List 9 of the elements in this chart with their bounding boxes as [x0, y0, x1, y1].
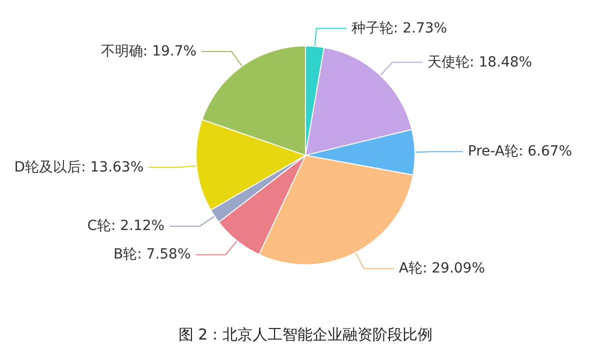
slice-label: D轮及以后: 13.63%: [14, 159, 144, 176]
slice-label: Pre-A轮: 6.67%: [468, 144, 572, 160]
slice-label: 种子轮: 2.73%: [351, 20, 448, 36]
slice-label: C轮: 2.12%: [87, 218, 165, 234]
slice-label: A轮: 29.09%: [398, 260, 486, 277]
slice-label: 不明确: 19.7%: [100, 44, 197, 60]
text: 图 2：北京人工智能企业融资阶段比例: [178, 326, 433, 344]
slice-label: B轮: 7.58%: [114, 246, 191, 263]
slice-label: 天使轮: 18.48%: [428, 54, 532, 70]
